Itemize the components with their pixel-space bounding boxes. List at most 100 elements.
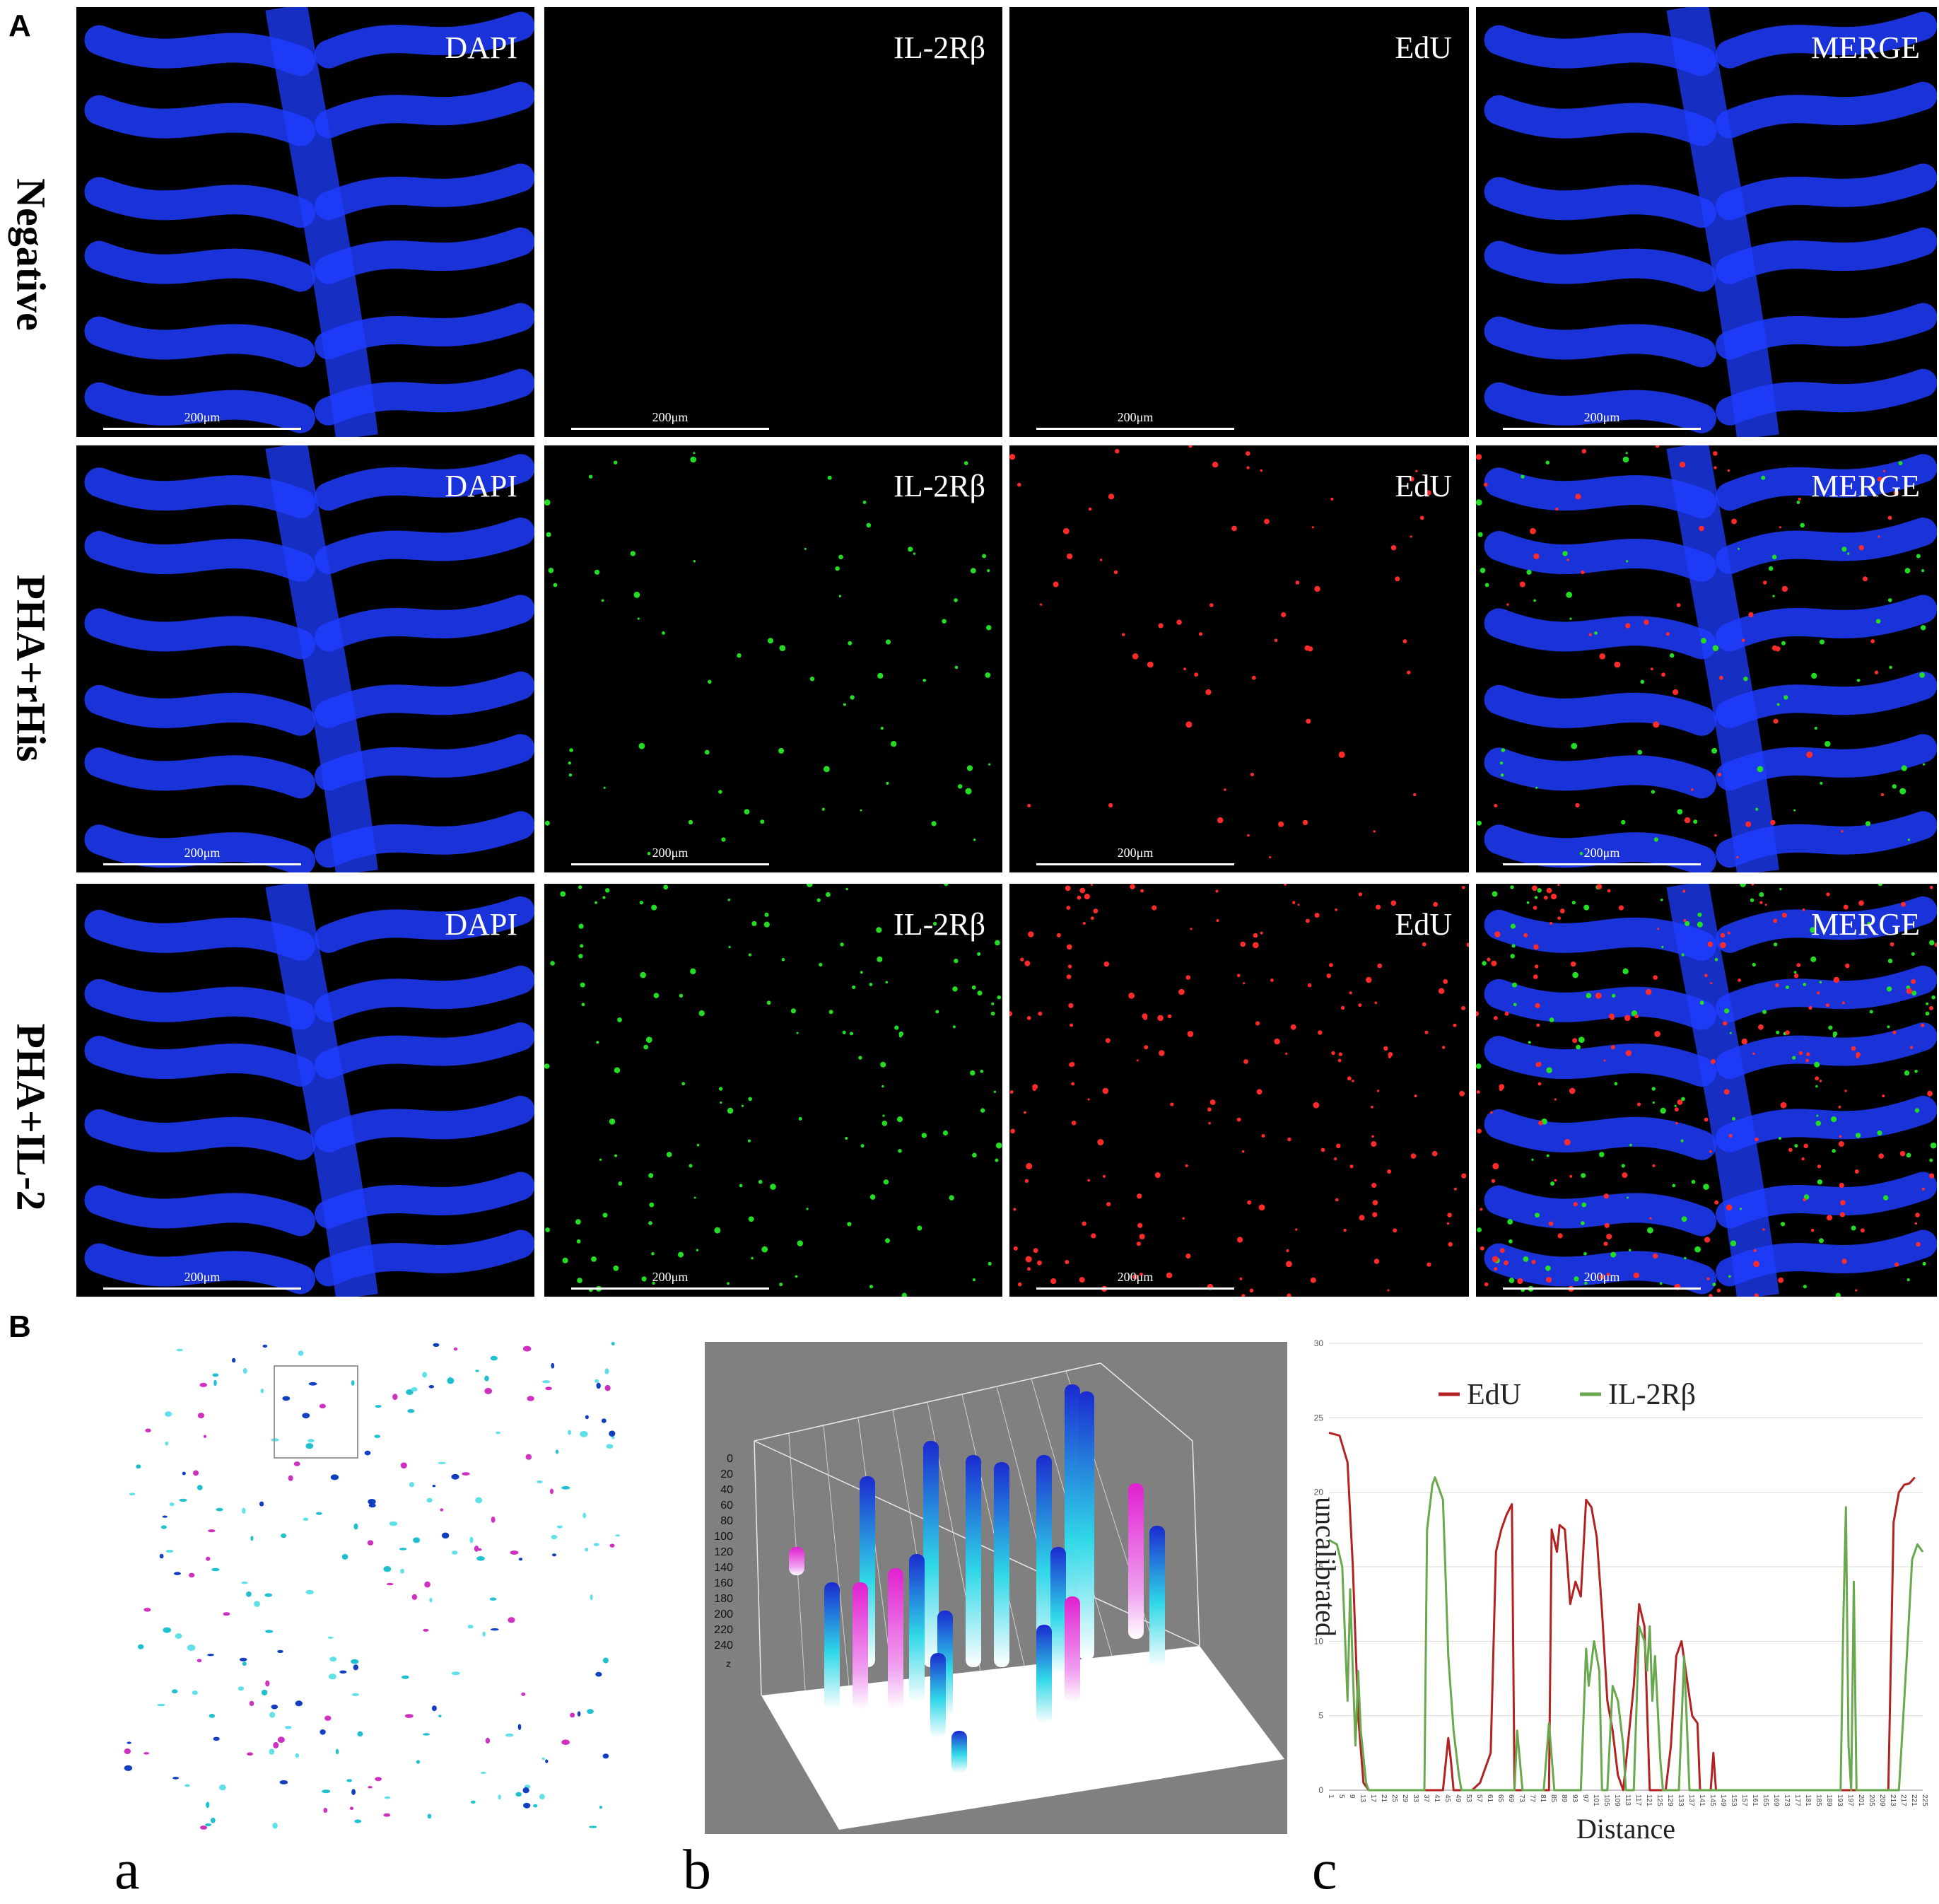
scale-bar: 200μm bbox=[103, 410, 301, 430]
spot bbox=[213, 1736, 220, 1741]
spot bbox=[580, 1430, 588, 1437]
spot bbox=[193, 1470, 199, 1476]
spot bbox=[172, 1777, 180, 1780]
spot bbox=[351, 1789, 356, 1795]
surface-peak bbox=[1050, 1547, 1066, 1674]
spot bbox=[172, 1689, 178, 1694]
spot bbox=[254, 1601, 260, 1607]
scale-bar-line bbox=[1036, 428, 1234, 430]
spot bbox=[211, 1567, 220, 1572]
spot bbox=[505, 1733, 514, 1737]
spot bbox=[490, 1628, 499, 1631]
x-tick-label: 221 bbox=[1910, 1794, 1918, 1806]
spot bbox=[490, 1355, 498, 1361]
x-tick-label: 141 bbox=[1698, 1794, 1706, 1806]
spot bbox=[279, 1780, 288, 1785]
spot bbox=[433, 1343, 440, 1347]
spot-map-image bbox=[106, 1329, 686, 1852]
surface-peak bbox=[966, 1455, 981, 1667]
spot bbox=[485, 1737, 491, 1744]
scale-bar-label: 200μm bbox=[184, 1270, 221, 1284]
x-tick-label: 121 bbox=[1645, 1794, 1653, 1806]
y-tick-label: 10 bbox=[1314, 1636, 1324, 1646]
spot bbox=[269, 1712, 276, 1718]
panel-label-b: B bbox=[8, 1309, 31, 1344]
spot bbox=[599, 1806, 603, 1809]
spot bbox=[354, 1819, 362, 1823]
x-tick-label: 133 bbox=[1677, 1794, 1685, 1806]
scale-bar: 200μm bbox=[571, 410, 769, 430]
y-tick-label: 25 bbox=[1314, 1413, 1324, 1423]
spot bbox=[265, 1630, 274, 1633]
x-tick-label: 9 bbox=[1348, 1794, 1356, 1799]
spot bbox=[537, 1480, 543, 1483]
spot bbox=[259, 1501, 264, 1507]
series-line-il2rb bbox=[1328, 1476, 1924, 1792]
spot bbox=[357, 1731, 363, 1737]
scale-bar-label: 200μm bbox=[184, 410, 221, 424]
spot bbox=[462, 1472, 470, 1476]
line-chart: 0 5 10 15 20 25 30 1 5 9 13 17 21 25 29 33 37 41 45 49 53 57 6… bbox=[1301, 1329, 1937, 1867]
x-tick-label: 45 bbox=[1443, 1794, 1451, 1803]
row-label-pha-rhis: PHA+rHis bbox=[8, 574, 54, 762]
spot bbox=[604, 1368, 609, 1374]
spot bbox=[482, 1631, 486, 1637]
x-tick-label: 25 bbox=[1390, 1794, 1398, 1803]
spot bbox=[353, 1664, 358, 1671]
spot bbox=[570, 1712, 575, 1718]
surface-peak bbox=[789, 1547, 804, 1575]
x-tick-label: 21 bbox=[1380, 1794, 1388, 1803]
spot bbox=[527, 1396, 534, 1401]
spot bbox=[427, 1814, 432, 1819]
spot bbox=[160, 1525, 167, 1529]
x-tick-label: 37 bbox=[1422, 1794, 1430, 1803]
scale-bar: 200μm bbox=[103, 846, 301, 865]
x-tick-label: 189 bbox=[1825, 1794, 1833, 1806]
spot bbox=[533, 1804, 538, 1808]
spot bbox=[157, 1703, 165, 1707]
surface-tick-label: 220 bbox=[714, 1624, 733, 1636]
spot bbox=[615, 1534, 621, 1537]
sub-label-c: c bbox=[1312, 1839, 1337, 1901]
scale-bar-label: 200μm bbox=[652, 1270, 689, 1284]
micrograph-1-il2rb: IL-2Rβ 200μm bbox=[544, 445, 1002, 872]
cage-grid-line bbox=[857, 1417, 894, 1681]
spot bbox=[308, 1382, 317, 1386]
panel-label-a: A bbox=[8, 8, 31, 43]
sub-label-a: a bbox=[115, 1839, 140, 1901]
scale-bar-line bbox=[1036, 863, 1234, 865]
surface-tick-label: 60 bbox=[720, 1500, 733, 1512]
x-tick-label: 65 bbox=[1496, 1794, 1504, 1803]
spot bbox=[498, 1794, 501, 1800]
scale-bar-line bbox=[571, 863, 769, 865]
x-tick-label: 109 bbox=[1613, 1794, 1621, 1806]
cage-line bbox=[1192, 1440, 1200, 1647]
spot bbox=[179, 1498, 187, 1502]
spot bbox=[438, 1461, 446, 1464]
channel-label-il2rb: IL-2Rβ bbox=[894, 469, 985, 503]
spot bbox=[207, 1654, 214, 1657]
spot bbox=[602, 1657, 609, 1664]
spot bbox=[203, 1435, 207, 1438]
spot bbox=[315, 1512, 322, 1515]
spot bbox=[590, 1594, 593, 1601]
y-tick-label: 5 bbox=[1318, 1711, 1323, 1721]
spot bbox=[416, 1760, 421, 1764]
spot bbox=[319, 1403, 326, 1409]
spot bbox=[384, 1796, 391, 1799]
legend-label: EdU bbox=[1467, 1379, 1521, 1411]
spot bbox=[197, 1485, 203, 1490]
x-tick-label: 157 bbox=[1740, 1794, 1748, 1806]
surface-tick-label: 40 bbox=[720, 1484, 733, 1496]
x-tick-label: 125 bbox=[1656, 1794, 1663, 1806]
spot bbox=[451, 1473, 459, 1480]
surface-tick-label: 20 bbox=[720, 1468, 733, 1480]
x-tick-label: 177 bbox=[1793, 1794, 1801, 1806]
spot bbox=[491, 1517, 496, 1523]
spot bbox=[383, 1813, 391, 1817]
spot bbox=[451, 1671, 460, 1676]
x-tick-label: 97 bbox=[1581, 1794, 1589, 1803]
surface-peak bbox=[1149, 1526, 1165, 1667]
scale-bar-line bbox=[1503, 863, 1701, 865]
surface-peak bbox=[888, 1568, 903, 1710]
